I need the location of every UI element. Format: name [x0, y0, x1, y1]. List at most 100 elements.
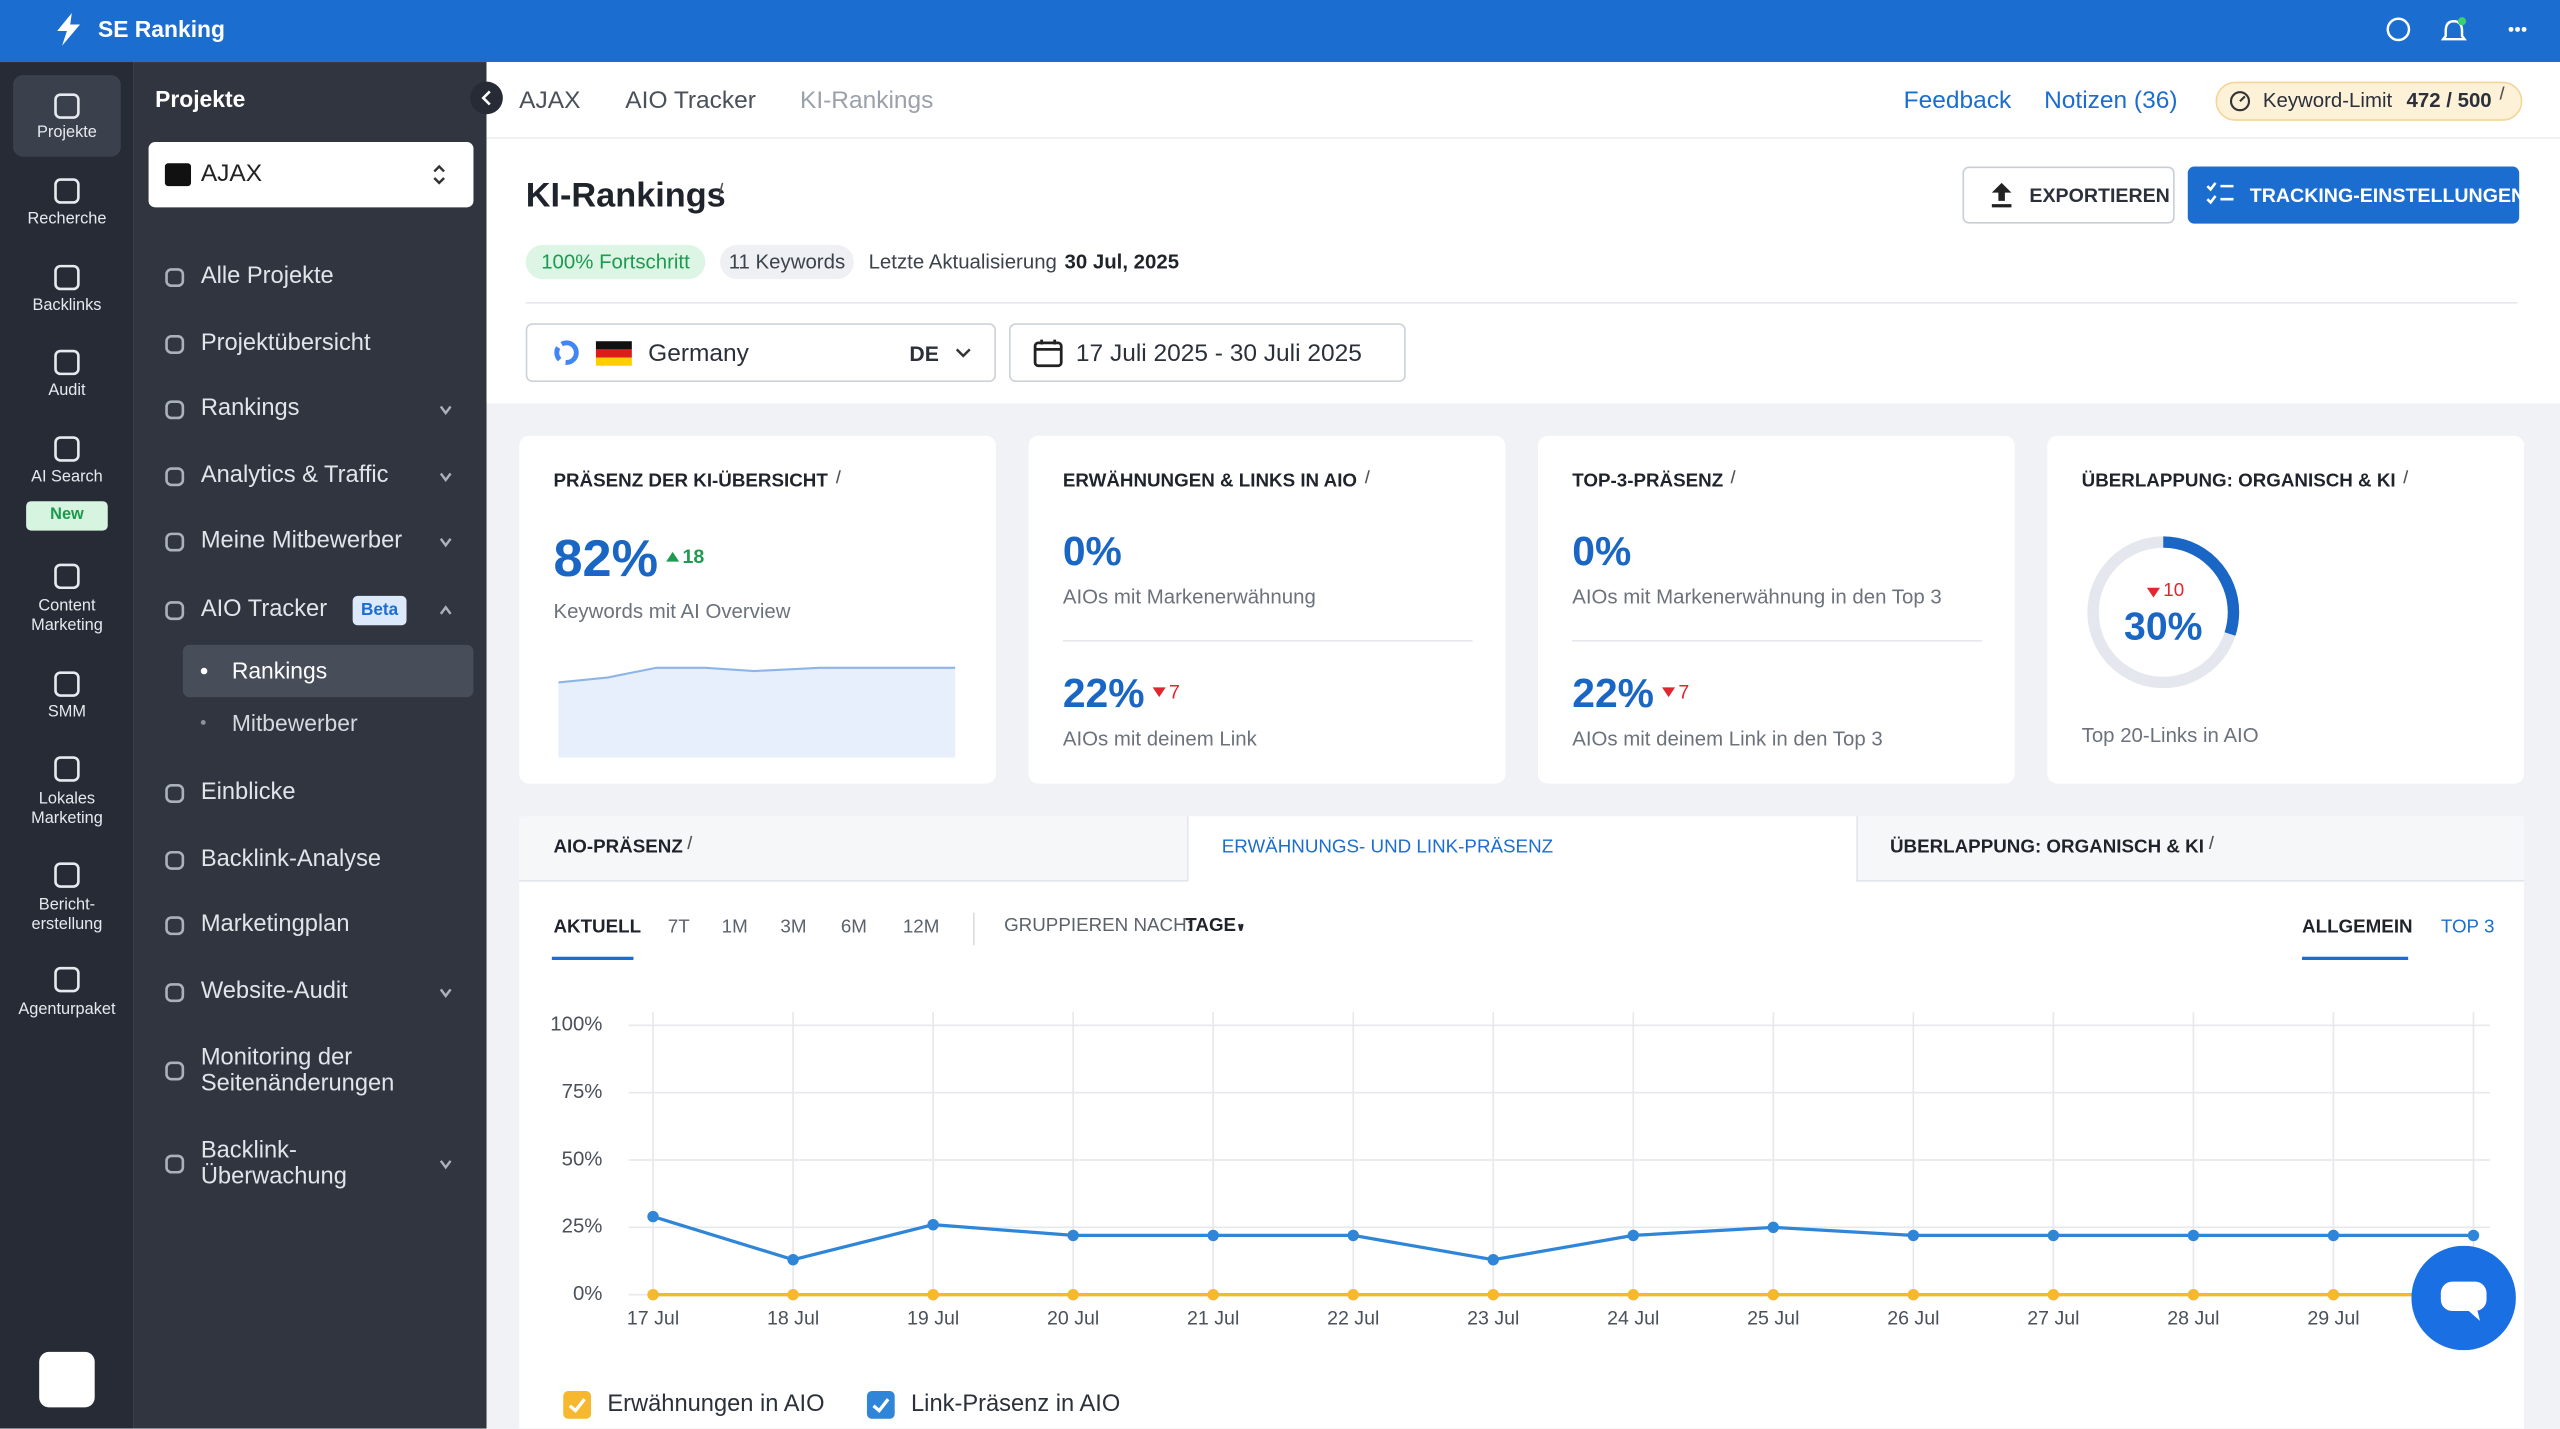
period-option[interactable]: 3M	[780, 917, 807, 938]
kpi-card	[2047, 435, 2525, 784]
glyph	[165, 1154, 185, 1174]
date-select[interactable]	[1008, 323, 1406, 383]
nav-item[interactable]: Projektübersicht	[200, 330, 371, 357]
card-value: 0%	[1572, 528, 1632, 575]
rail-label[interactable]: Backlinks	[32, 297, 102, 316]
breadcrumb-item[interactable]: AJAX	[519, 86, 581, 115]
period-option[interactable]: 7T	[667, 917, 690, 938]
tab[interactable]	[519, 816, 1188, 882]
period-option[interactable]: 6M	[840, 917, 867, 938]
chat-button[interactable]	[2411, 1245, 2516, 1351]
glyph	[165, 850, 185, 870]
beta-badge-text: Beta	[360, 600, 399, 620]
view-option[interactable]: ALLGEMEIN	[2302, 917, 2413, 938]
rail-label[interactable]: Projekte	[36, 124, 97, 143]
rail-icon	[54, 349, 80, 376]
nav-item[interactable]: Analytics & Traffic	[200, 462, 389, 489]
nav-icon	[165, 850, 185, 870]
rail-icon	[54, 756, 80, 782]
project-favicon	[164, 163, 192, 187]
rail-label[interactable]: Lokales Marketing	[31, 790, 103, 828]
chevron	[439, 1160, 452, 1170]
group-by-value[interactable]: TAGE	[1185, 916, 1237, 936]
user-avatar[interactable]	[39, 1351, 95, 1408]
breadcrumb-sep	[591, 93, 607, 109]
project-select[interactable]	[148, 142, 474, 208]
tab[interactable]	[1187, 816, 1856, 882]
nav-item[interactable]: Backlink-Analyse	[200, 846, 382, 873]
nav-chevron	[439, 605, 452, 615]
limit-value: 472 / 500	[2406, 88, 2492, 112]
tab-label[interactable]: ERWÄHNUNGS- UND LINK-PRÄSENZ	[1221, 837, 1554, 858]
glyph	[165, 532, 185, 552]
date-range[interactable]: 17 Juli 2025 - 30 Juli 2025	[1075, 339, 1362, 368]
notes-link[interactable]: Notizen (36)	[2044, 86, 2178, 115]
breadcrumb-item[interactable]: AIO Tracker	[625, 86, 756, 115]
donut-value: 30%	[2124, 605, 2203, 650]
nav-subitem[interactable]: Rankings	[231, 657, 328, 684]
tracking-settings-button[interactable]	[2187, 166, 2520, 224]
export-icon	[1991, 182, 2012, 208]
kpi-card	[1028, 435, 1506, 784]
nav-item[interactable]: Rankings	[200, 395, 300, 422]
group-by-chevron	[1237, 923, 1244, 931]
period-option[interactable]: 1M	[721, 917, 748, 938]
top-icons[interactable]	[2384, 15, 2534, 48]
legend-checkbox[interactable]	[563, 1391, 592, 1419]
rail-label[interactable]: Content Marketing	[31, 597, 103, 636]
export-label[interactable]: EXPORTIEREN	[2029, 184, 2170, 208]
chevron	[439, 988, 452, 998]
project-name[interactable]: AJAX	[200, 160, 263, 188]
nav-item[interactable]: AIO Tracker	[200, 596, 328, 623]
nav-item[interactable]: Website-Audit	[200, 978, 348, 1005]
glyph	[594, 96, 604, 106]
glyph	[165, 335, 185, 354]
tab[interactable]	[1855, 816, 2524, 882]
country-name[interactable]: Germany	[648, 339, 749, 368]
card-title: ÜBERLAPPUNG: ORGANISCH & KI	[2081, 472, 2396, 492]
rail-label[interactable]: Audit	[48, 382, 86, 400]
period-option[interactable]: 12M	[902, 917, 940, 938]
nav-item[interactable]: Backlink-Überwachung	[200, 1137, 347, 1191]
nav-active	[182, 644, 474, 698]
rail-label[interactable]: AI Search	[31, 468, 103, 487]
sidebar-heading: Projekte	[155, 85, 246, 113]
keywords-chip	[720, 244, 854, 280]
updated-label: Letzte Aktualisierung	[868, 250, 1057, 274]
nav-item[interactable]: Meine Mitbewerber	[200, 527, 403, 554]
rail-icon	[54, 436, 80, 462]
chevron	[439, 538, 452, 548]
card-title: ERWÄHNUNGEN & LINKS IN AIO	[1062, 472, 1358, 492]
card-divider	[1062, 640, 1473, 642]
chevron	[439, 472, 452, 483]
nav-chevron	[439, 538, 452, 548]
arrow	[1152, 687, 1166, 698]
legend-label[interactable]: Link-Präsenz in AIO	[911, 1391, 1121, 1418]
tab-label[interactable]: AIO-PRÄSENZ	[553, 837, 683, 858]
glyph	[54, 671, 80, 697]
nav-item[interactable]: Marketingplan	[200, 911, 350, 938]
settings-label[interactable]: TRACKING-EINSTELLUNGEN	[2249, 184, 2526, 208]
nav-item[interactable]: Einblicke	[200, 779, 296, 806]
legend-checkbox[interactable]	[866, 1391, 895, 1419]
legend-label[interactable]: Erwähnungen in AIO	[607, 1391, 825, 1418]
export-button[interactable]	[1962, 166, 2175, 224]
tab-label[interactable]: ÜBERLAPPUNG: ORGANISCH & KI	[1889, 837, 2204, 858]
nav-item[interactable]: Alle Projekte	[200, 263, 334, 290]
settings-icon	[2206, 182, 2234, 205]
glyph	[769, 96, 779, 106]
nav-subitem[interactable]: Mitbewerber	[231, 709, 358, 736]
feedback-link[interactable]: Feedback	[1903, 86, 2012, 115]
rail-label[interactable]: Agenturpaket	[18, 1000, 116, 1019]
rail-label[interactable]: Bericht-erstellung	[31, 896, 103, 934]
keyword-limit[interactable]	[2215, 81, 2523, 121]
collapse-button[interactable]	[469, 80, 505, 116]
glyph	[54, 349, 80, 376]
view-option[interactable]: TOP 3	[2440, 917, 2495, 938]
rail-label[interactable]: SMM	[47, 703, 86, 722]
nav-item[interactable]: Monitoring der Seitenänderungen	[200, 1044, 395, 1098]
nav-icon	[165, 1061, 185, 1081]
period-option[interactable]: AKTUELL	[553, 917, 642, 938]
rail-label[interactable]: Recherche	[27, 210, 107, 229]
